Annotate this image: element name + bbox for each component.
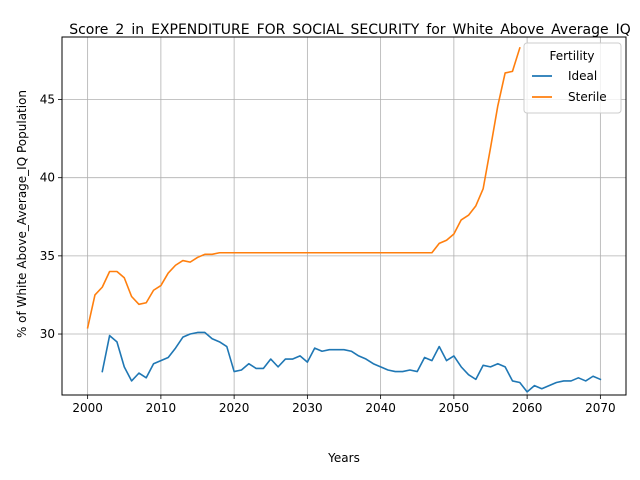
plot-frame	[61, 36, 627, 396]
legend-box	[523, 42, 622, 114]
x-tick-label: 2040	[365, 401, 396, 415]
x-tick-label: 2000	[72, 401, 103, 415]
y-tick-label: 30	[40, 327, 55, 341]
legend: Fertility Ideal Sterile	[523, 42, 622, 114]
x-tick-label: 2070	[585, 401, 616, 415]
series-line-sterile	[86, 46, 521, 329]
legend-label-sterile: Sterile	[568, 90, 607, 104]
y-tick-label: 35	[40, 249, 55, 263]
y-tick-label: 40	[40, 171, 55, 185]
legend-label-ideal: Ideal	[568, 69, 597, 83]
y-tick-label: 45	[40, 93, 55, 107]
x-axis-label: Years	[327, 451, 360, 465]
series-line-ideal	[101, 331, 602, 393]
x-tick-label: 2010	[146, 401, 177, 415]
legend-title: Fertility	[549, 49, 594, 63]
chart-title: Score_2_in_EXPENDITURE_FOR_SOCIAL_SECURI…	[69, 22, 631, 38]
y-axis-label: % of White Above_Average_IQ Population	[15, 90, 29, 338]
axis-ticks: 2000 2010 2020 2030 2040 2050 2060 2070 30 35 40 45	[40, 93, 616, 415]
x-tick-label: 2050	[439, 401, 470, 415]
x-tick-label: 2030	[292, 401, 323, 415]
x-tick-label: 2020	[219, 401, 250, 415]
x-tick-label: 2060	[512, 401, 543, 415]
series-lines	[86, 46, 602, 393]
